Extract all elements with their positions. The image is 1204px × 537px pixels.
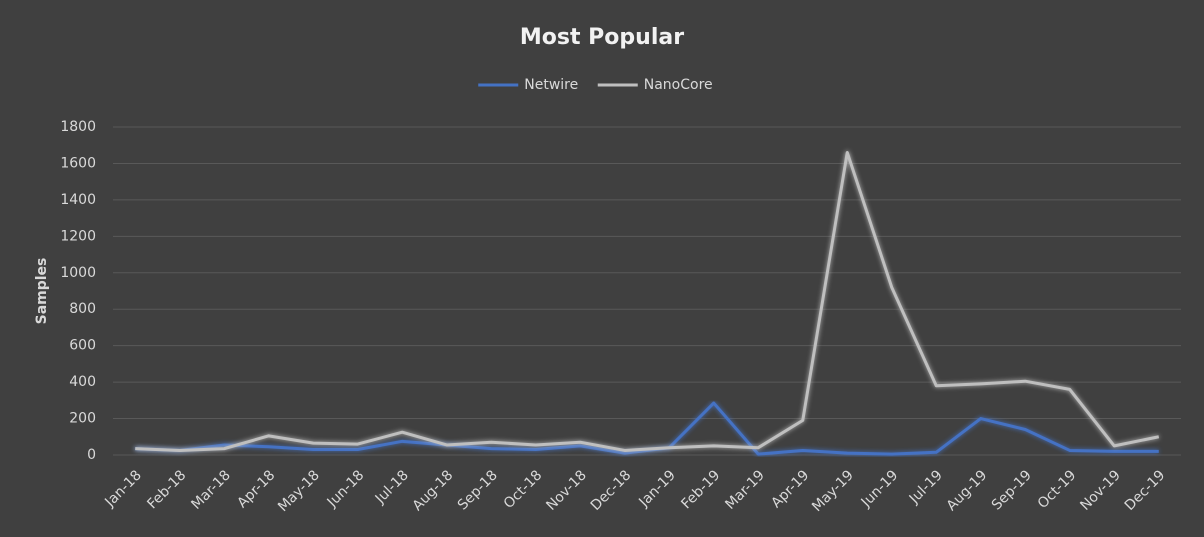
legend-label: Netwire xyxy=(524,77,578,93)
chart-title: Most Popular xyxy=(520,25,684,50)
y-tick-label: 0 xyxy=(87,447,96,463)
y-tick-label: 1000 xyxy=(60,265,96,281)
legend-label: NanoCore xyxy=(644,77,713,93)
y-tick-label: 1800 xyxy=(60,119,96,135)
y-tick-label: 1200 xyxy=(60,228,96,244)
y-tick-label: 600 xyxy=(69,338,96,354)
y-tick-label: 200 xyxy=(69,411,96,427)
y-tick-label: 1400 xyxy=(60,192,96,208)
y-axis-label: Samples xyxy=(34,258,50,325)
y-tick-label: 800 xyxy=(69,301,96,317)
series-line xyxy=(135,151,1160,452)
y-tick-label: 400 xyxy=(69,374,96,390)
y-tick-label: 1600 xyxy=(60,155,96,171)
